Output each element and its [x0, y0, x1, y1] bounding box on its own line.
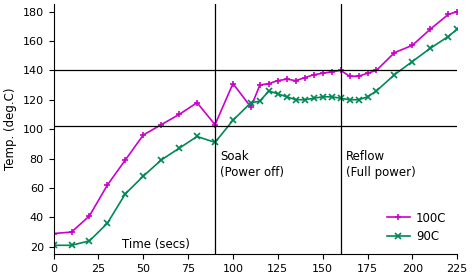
Text: Reflow: Reflow: [346, 150, 385, 163]
Text: (Full power): (Full power): [346, 166, 416, 179]
Y-axis label: Temp. (deg.C): Temp. (deg.C): [4, 88, 17, 170]
Legend: 100C, 90C: 100C, 90C: [382, 207, 451, 248]
Text: Soak: Soak: [220, 150, 249, 163]
Text: (Power off): (Power off): [220, 166, 285, 179]
Text: Time (secs): Time (secs): [122, 238, 190, 251]
